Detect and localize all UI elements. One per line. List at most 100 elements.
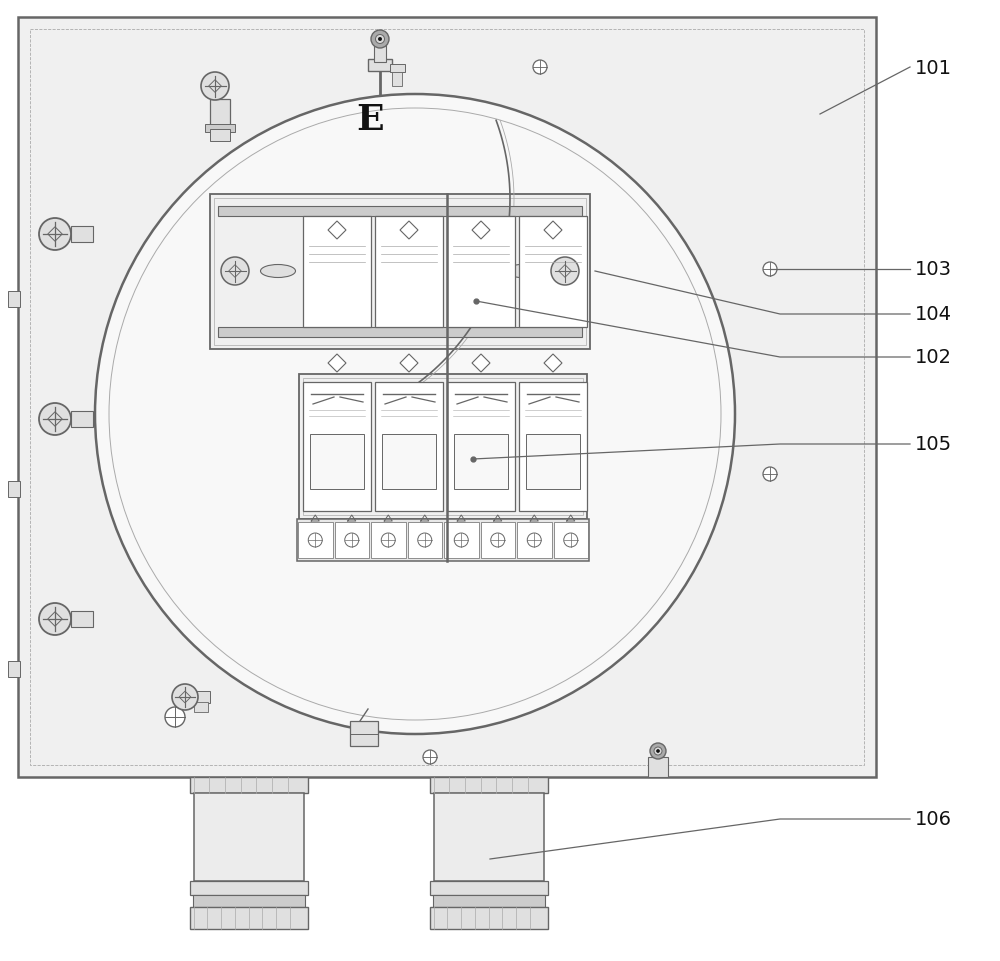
Bar xyxy=(8,481,20,498)
Bar xyxy=(218,328,582,337)
Circle shape xyxy=(657,750,659,752)
Bar xyxy=(554,523,588,558)
Bar xyxy=(205,125,235,133)
Bar xyxy=(214,199,586,346)
Bar xyxy=(392,73,402,86)
Circle shape xyxy=(308,533,322,548)
Bar xyxy=(430,777,548,793)
Bar xyxy=(447,217,515,328)
Text: 104: 104 xyxy=(915,306,952,324)
Bar xyxy=(303,217,371,328)
Bar xyxy=(190,881,308,895)
Bar xyxy=(194,793,304,881)
Circle shape xyxy=(165,707,185,727)
Bar xyxy=(350,722,378,747)
Circle shape xyxy=(564,533,578,548)
Polygon shape xyxy=(328,355,346,373)
Circle shape xyxy=(418,533,432,548)
Polygon shape xyxy=(472,222,490,239)
Bar xyxy=(297,520,589,561)
Bar xyxy=(374,45,386,62)
Bar xyxy=(375,217,443,328)
Circle shape xyxy=(39,604,71,635)
Bar xyxy=(408,523,442,558)
Bar xyxy=(192,691,210,703)
Bar xyxy=(434,793,544,881)
Text: 102: 102 xyxy=(915,348,952,367)
Bar xyxy=(371,523,406,558)
Polygon shape xyxy=(544,355,562,373)
Bar xyxy=(218,207,582,217)
Bar xyxy=(193,895,305,907)
Circle shape xyxy=(533,61,547,75)
Bar xyxy=(447,382,515,511)
Bar xyxy=(390,65,405,73)
Circle shape xyxy=(376,36,385,44)
Bar xyxy=(190,907,308,929)
Circle shape xyxy=(201,73,229,101)
Bar xyxy=(190,777,308,793)
Bar xyxy=(71,411,93,428)
Circle shape xyxy=(371,31,389,49)
Bar xyxy=(194,702,208,712)
Bar xyxy=(335,523,369,558)
Bar xyxy=(30,30,864,765)
Polygon shape xyxy=(328,222,346,239)
Bar xyxy=(368,60,392,72)
Bar xyxy=(71,611,93,628)
Bar xyxy=(310,434,364,489)
Bar xyxy=(298,523,333,558)
Bar xyxy=(648,757,668,777)
Circle shape xyxy=(654,748,662,755)
Bar xyxy=(444,523,479,558)
Circle shape xyxy=(221,258,249,285)
Circle shape xyxy=(763,262,777,277)
Bar xyxy=(71,227,93,243)
Circle shape xyxy=(454,533,468,548)
Bar xyxy=(210,195,590,350)
Bar xyxy=(375,382,443,511)
Bar xyxy=(303,382,371,511)
Bar xyxy=(526,434,580,489)
Text: 106: 106 xyxy=(915,810,952,828)
Bar xyxy=(517,523,552,558)
Bar xyxy=(519,382,587,511)
Bar xyxy=(454,434,508,489)
Polygon shape xyxy=(544,222,562,239)
Circle shape xyxy=(381,533,395,548)
Circle shape xyxy=(39,404,71,435)
Polygon shape xyxy=(400,355,418,373)
Circle shape xyxy=(345,533,359,548)
Bar xyxy=(430,907,548,929)
Circle shape xyxy=(551,258,579,285)
Circle shape xyxy=(172,684,198,710)
Polygon shape xyxy=(472,355,490,373)
Bar xyxy=(433,895,545,907)
Polygon shape xyxy=(400,222,418,239)
Bar xyxy=(430,881,548,895)
Circle shape xyxy=(763,467,777,481)
Bar xyxy=(210,100,230,130)
Bar xyxy=(8,292,20,308)
Bar xyxy=(8,661,20,678)
Circle shape xyxy=(527,533,541,548)
Text: E: E xyxy=(356,103,384,136)
Bar xyxy=(299,375,587,520)
Bar xyxy=(519,217,587,328)
Text: 105: 105 xyxy=(915,435,952,454)
Bar xyxy=(210,130,230,142)
Circle shape xyxy=(378,38,382,41)
Bar xyxy=(481,523,515,558)
Bar xyxy=(18,18,876,777)
Text: 101: 101 xyxy=(915,59,952,78)
Circle shape xyxy=(423,751,437,764)
Ellipse shape xyxy=(505,265,540,279)
Ellipse shape xyxy=(261,265,296,279)
Circle shape xyxy=(95,95,735,734)
Bar xyxy=(303,379,583,515)
Circle shape xyxy=(39,219,71,251)
Text: 103: 103 xyxy=(915,260,952,280)
Circle shape xyxy=(491,533,505,548)
Bar xyxy=(382,434,436,489)
Circle shape xyxy=(650,743,666,759)
